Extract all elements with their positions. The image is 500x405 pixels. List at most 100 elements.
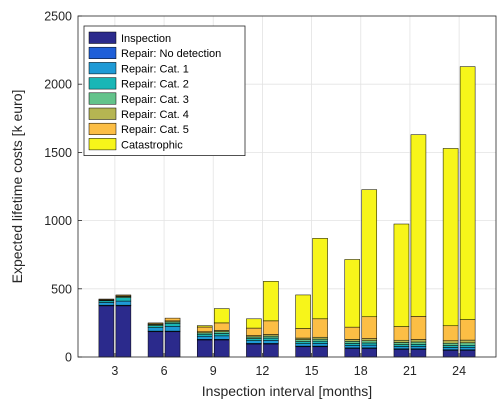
bar-segment <box>312 343 328 347</box>
x-tick-label: 12 <box>255 364 269 378</box>
bar-segment <box>361 316 378 339</box>
bar-segment <box>344 326 361 340</box>
bar-segment <box>295 328 311 339</box>
bar-segment <box>393 326 410 341</box>
bar-segment <box>295 339 311 342</box>
y-axis-title: Expected lifetime costs [k euro] <box>9 90 25 284</box>
bar-segment <box>246 318 262 329</box>
axes-frame <box>77 15 497 358</box>
x-tick-label: 3 <box>111 364 118 378</box>
bar-segment <box>98 302 115 306</box>
bar-segment <box>164 317 181 322</box>
bar-segment <box>147 331 164 358</box>
legend-label: Repair: Cat. 3 <box>121 94 189 106</box>
bar-segment <box>361 344 378 349</box>
x-tick-label: 9 <box>210 364 217 378</box>
legend-swatch <box>88 138 117 151</box>
bar-segment <box>361 342 378 346</box>
bar-segment <box>410 349 427 358</box>
bar-segment <box>213 333 230 337</box>
bar-segment <box>442 347 459 351</box>
bar-segment <box>410 134 427 317</box>
bar-segment <box>213 308 230 324</box>
bar-segment <box>442 325 459 342</box>
bar-segment <box>263 320 279 335</box>
legend-label: Repair: Cat. 2 <box>121 79 189 91</box>
legend-swatch <box>88 77 117 90</box>
bar-segment <box>213 322 230 331</box>
bar-segment <box>147 322 164 325</box>
bar-segment <box>393 344 410 347</box>
bar-segment <box>98 305 115 358</box>
y-tick-label: 500 <box>51 282 72 296</box>
x-tick-label: 21 <box>403 364 417 378</box>
bar-segment <box>459 339 476 344</box>
bar-segment <box>115 297 132 302</box>
bar-segment <box>115 305 132 358</box>
bar-segment <box>344 341 361 344</box>
bar-segment <box>410 346 427 350</box>
bar-segment <box>147 325 164 328</box>
bar-segment <box>344 348 361 358</box>
bar-segment <box>442 342 459 346</box>
y-tick-label: 1000 <box>44 214 72 228</box>
x-tick-label: 18 <box>354 364 368 378</box>
bar-segment <box>196 339 213 358</box>
bar-segment <box>295 341 311 344</box>
bar-segment <box>344 259 361 328</box>
legend-label: Repair: Cat. 4 <box>121 109 189 121</box>
bar-segment <box>361 340 378 344</box>
axis-ticks: 0 500 1000 1500 2000 2500 3 6 9 12 15 18 21 24 <box>44 10 466 379</box>
bar-segment <box>196 325 213 328</box>
bar-segment <box>459 347 476 351</box>
bar-segment <box>312 238 328 320</box>
bar-segment <box>263 343 279 358</box>
bar-segment <box>295 294 311 329</box>
legend-swatch <box>88 31 117 44</box>
legend-label: Catastrophic <box>121 139 183 151</box>
bar-segment <box>263 281 279 322</box>
bar-segment <box>312 336 328 340</box>
legend-swatch <box>88 62 117 75</box>
bar-segment <box>263 340 279 344</box>
bar-segment <box>442 340 459 344</box>
bar-segment <box>295 343 311 347</box>
x-tick-label: 15 <box>305 364 319 378</box>
x-axis-title: Inspection interval [months] <box>202 383 372 399</box>
bar-segment <box>312 338 328 342</box>
bar-segment <box>164 323 181 327</box>
y-tick-label: 0 <box>65 351 72 365</box>
bar-segment <box>459 319 476 341</box>
bar-segment <box>361 189 378 318</box>
bar-segment <box>246 340 262 344</box>
bar-segment <box>263 337 279 341</box>
bar-segment <box>263 335 279 339</box>
bar-segment <box>393 342 410 345</box>
bar-segment <box>196 326 213 333</box>
bar-segment <box>459 66 476 320</box>
bar-segment <box>459 345 476 348</box>
bar-segment <box>344 343 361 346</box>
bar-segment <box>459 342 476 346</box>
legend-swatch <box>88 92 117 105</box>
legend-label: Repair: No detection <box>121 48 221 60</box>
bar-segment <box>115 300 132 306</box>
legend-swatch <box>88 122 117 135</box>
bar-segment <box>213 335 230 340</box>
y-tick-label: 1500 <box>44 146 72 160</box>
bar-segment <box>361 338 378 342</box>
bar-segment <box>312 318 328 338</box>
bar-segment <box>442 148 459 327</box>
bar-segment <box>459 350 476 358</box>
bar-segment <box>410 339 427 343</box>
bar-segment <box>312 346 328 358</box>
bar-segment <box>196 336 213 340</box>
legend-label: Repair: Cat. 5 <box>121 124 189 136</box>
bar-segment <box>295 346 311 358</box>
bar-segment <box>442 350 459 358</box>
bar-segment <box>344 345 361 349</box>
bar-segment <box>115 294 132 297</box>
bar-segment <box>98 298 115 300</box>
legend: Inspection Repair: No detection Repair: Ca… <box>83 25 246 157</box>
